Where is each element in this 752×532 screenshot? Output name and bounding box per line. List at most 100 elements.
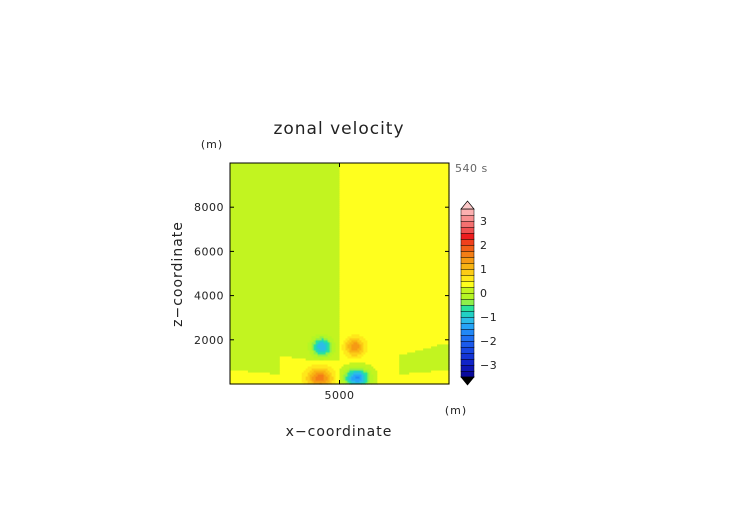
colorbar-swatch [460, 334, 475, 342]
heatmap-cell [339, 265, 450, 269]
heatmap-cell [339, 313, 450, 317]
heatmap-cell [230, 179, 341, 182]
heatmap-cell [329, 355, 341, 359]
heatmap-cell [230, 213, 341, 216]
heatmap-cell [373, 373, 378, 377]
heatmap-cell [230, 241, 341, 244]
heatmap-cell [377, 373, 450, 377]
heatmap-cell [345, 375, 349, 379]
heatmap-cell [339, 311, 450, 315]
heatmap-cell [339, 165, 450, 168]
colorbar-under-arrow [460, 376, 475, 386]
heatmap-cell [327, 381, 333, 385]
heatmap-cell [363, 371, 368, 375]
heatmap-cell [230, 183, 341, 186]
heatmap-cell [347, 373, 351, 377]
heatmap-cell [230, 275, 341, 279]
heatmap-cell [230, 359, 281, 363]
heatmap-cell [345, 353, 353, 357]
heatmap-cell [339, 375, 343, 379]
heatmap-cell [230, 353, 313, 357]
heatmap-cell [329, 349, 333, 353]
heatmap-cell [230, 337, 313, 341]
heatmap-cell [327, 353, 333, 357]
heatmap-cell [313, 355, 331, 359]
heatmap-cell [323, 357, 341, 361]
heatmap-cell [230, 259, 341, 263]
heatmap-cell [331, 343, 337, 347]
heatmap-cell [230, 203, 341, 206]
heatmap-cell [339, 255, 450, 259]
heatmap-cell [343, 363, 372, 367]
heatmap-cell [355, 375, 361, 379]
colorbar-over-arrow [460, 200, 475, 210]
heatmap-cell [327, 377, 331, 381]
heatmap-cell [363, 369, 368, 373]
heatmap-cell [345, 341, 351, 345]
heatmap-cell [339, 323, 450, 327]
heatmap-cell [349, 369, 355, 373]
heatmap-cell [339, 377, 343, 381]
heatmap-cell [339, 239, 450, 242]
heatmap-cell [367, 369, 372, 373]
heatmap-cell [369, 367, 376, 371]
heatmap-cell [230, 193, 341, 196]
heatmap-cell [339, 321, 450, 325]
heatmap-cell [323, 335, 333, 339]
heatmap-cell [431, 369, 450, 373]
heatmap-cell [351, 353, 359, 357]
heatmap-cell [335, 373, 341, 377]
heatmap-cell [230, 215, 341, 218]
heatmap-cell [329, 373, 333, 377]
heatmap-cell [399, 365, 450, 369]
heatmap-cell [230, 365, 281, 369]
heatmap-cell [323, 371, 329, 375]
heatmap-cell [230, 301, 341, 305]
heatmap-cell [339, 235, 450, 238]
colorbar-swatch [460, 346, 475, 354]
colorbar-swatch [460, 340, 475, 348]
heatmap-cell [230, 201, 341, 204]
heatmap-cell [311, 367, 329, 371]
heatmap-cell [339, 353, 347, 357]
heatmap-cell [339, 335, 349, 339]
heatmap-cell [315, 377, 325, 381]
heatmap-cell [269, 371, 281, 375]
heatmap-cell [361, 373, 364, 377]
heatmap-cell [339, 279, 450, 283]
colorbar-swatch [460, 262, 475, 270]
heatmap-cell [339, 221, 450, 224]
heatmap-cell [315, 337, 323, 341]
heatmap-cell [333, 375, 337, 379]
heatmap-cell [230, 375, 303, 379]
heatmap-cell [351, 377, 362, 381]
heatmap-cell [331, 345, 337, 349]
heatmap-cell [339, 225, 450, 228]
heatmap-cell [359, 341, 364, 345]
heatmap-cell [339, 195, 450, 198]
heatmap-cell [230, 347, 309, 351]
heatmap-cell [325, 351, 331, 355]
heatmap-cell [339, 261, 450, 265]
heatmap-cell [339, 199, 450, 202]
heatmap-cell [339, 345, 343, 349]
heatmap-cell [315, 333, 329, 337]
heatmap-cell [315, 341, 319, 345]
colorbar-tick-label: −2 [480, 335, 497, 348]
heatmap-cell [339, 339, 345, 343]
heatmap-cell [367, 341, 450, 345]
heatmap-cell [230, 371, 271, 375]
heatmap-cell [333, 339, 341, 343]
heatmap-cell [399, 359, 450, 363]
heatmap-cell [339, 253, 450, 257]
time-label: 540 s [455, 162, 488, 175]
heatmap-cell [339, 251, 450, 255]
heatmap-cell [313, 339, 317, 343]
heatmap-cell [230, 211, 341, 214]
heatmap-cell [339, 215, 450, 218]
heatmap-cell [339, 317, 450, 321]
heatmap-cell [339, 287, 450, 291]
heatmap-cell [339, 263, 450, 267]
heatmap-cell [399, 369, 432, 373]
heatmap-cell [230, 273, 341, 277]
